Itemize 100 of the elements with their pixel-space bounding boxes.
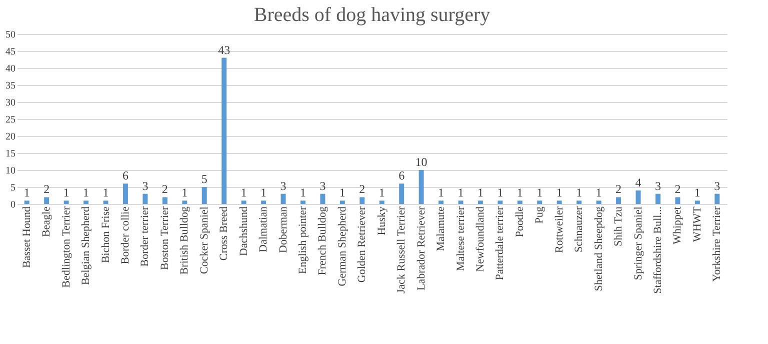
x-tick-label: Border collie (119, 206, 132, 264)
x-tick-label: Shih Tzu (612, 206, 625, 246)
bar (84, 200, 89, 204)
data-label: 1 (694, 186, 700, 200)
y-tick-label: 30 (6, 98, 16, 108)
data-label: 1 (24, 186, 30, 200)
x-tick-label: German Shepherd (336, 206, 348, 286)
data-label: 3 (142, 178, 148, 193)
bar (300, 200, 306, 204)
data-label: 6 (398, 168, 405, 183)
bar (24, 200, 30, 204)
data-label: 1 (516, 186, 523, 200)
bar (162, 197, 168, 204)
bar (340, 200, 345, 204)
data-label: 1 (596, 186, 602, 200)
y-tick-label: 0 (10, 200, 16, 210)
x-tick-label: Schnauzer (573, 206, 586, 252)
data-label: 2 (616, 182, 622, 196)
x-tick-label: British Bulldog (178, 206, 191, 275)
data-label: 1 (477, 186, 484, 200)
x-tick-label: French Bulldog (316, 206, 329, 276)
x-tick-label: Doberman (277, 206, 290, 253)
y-tick-label: 50 (6, 30, 16, 40)
x-tick-label: Whippet (672, 206, 684, 244)
x-tick-label: Boston Terrier (158, 206, 171, 270)
x-tick-label: Pug (534, 206, 546, 224)
bar (596, 200, 602, 204)
bar (44, 197, 50, 204)
x-tick-label: English pointer (296, 206, 309, 274)
x-tick-label: Cocker Spaniel (198, 206, 210, 274)
bar (498, 200, 503, 204)
y-tick-label: 10 (6, 166, 16, 176)
x-tick-label: Border terrier (139, 206, 152, 267)
bar (458, 200, 464, 204)
x-tick-label: Malamute (435, 206, 448, 252)
x-tick-label: Springer Spaniel (632, 206, 644, 280)
data-label: 3 (280, 178, 286, 193)
bar (182, 200, 188, 204)
x-tick-label: Shetland Sheepdog (592, 206, 605, 292)
x-tick-label: Husky (376, 206, 388, 236)
y-tick-label: 40 (6, 64, 16, 74)
bar (202, 187, 207, 204)
data-label: 10 (415, 155, 428, 169)
bar (103, 200, 108, 204)
x-tick-label: Labrador Retriever (415, 206, 428, 290)
bar (675, 197, 680, 204)
data-label: 1 (83, 186, 90, 200)
data-label: 3 (654, 178, 661, 193)
bar (694, 200, 700, 204)
data-label: 1 (458, 186, 464, 200)
data-label: 1 (339, 186, 346, 200)
data-label: 1 (182, 186, 188, 200)
x-tick-label: Cross Breed (218, 206, 230, 261)
x-tick-label: Bedlington Terrier (60, 206, 72, 288)
data-label: 2 (359, 182, 366, 196)
data-label: 1 (240, 186, 247, 200)
data-label: 2 (44, 182, 50, 196)
data-label: 2 (162, 182, 168, 196)
data-label: 6 (122, 168, 128, 183)
chart-title: Breeds of dog having surgery (254, 4, 490, 26)
x-tick-label: Rottweiler (553, 206, 566, 253)
bar (241, 200, 246, 204)
x-tick-label: Patterdale terrier (494, 206, 506, 280)
data-label: 3 (714, 178, 720, 193)
bar (280, 194, 286, 204)
x-tick-label: Basset Hound (20, 206, 33, 268)
data-label: 3 (320, 178, 326, 193)
bar (636, 190, 641, 204)
x-tick-label: Golden Retriever (356, 206, 368, 283)
data-label: 1 (556, 186, 562, 200)
x-tick-label: Staffordshire Bull... (652, 206, 664, 294)
x-tick-label: Dalmatian (258, 206, 270, 252)
data-label: 1 (576, 186, 582, 200)
data-label: 2 (674, 182, 681, 196)
bar (261, 200, 266, 204)
bar (64, 200, 69, 204)
x-tick-label: Jack Russell Terrier (396, 206, 408, 294)
data-label: 1 (378, 186, 385, 200)
bar (320, 194, 326, 204)
bar (142, 194, 148, 204)
x-tick-label: Yorkshire Terrier (711, 206, 724, 282)
y-tick-label: 15 (6, 148, 16, 160)
bar (576, 200, 582, 204)
data-label: 1 (300, 186, 306, 200)
bar (537, 200, 542, 204)
y-tick-label: 5 (10, 182, 16, 194)
bar (714, 194, 720, 204)
x-tick-label: Belgian Shepherd (80, 206, 92, 286)
y-tick-label: 35 (6, 80, 16, 92)
x-tick-label: Newfoundland (474, 206, 486, 272)
data-label: 5 (201, 172, 208, 186)
bar (556, 200, 562, 204)
bar (360, 197, 365, 204)
data-label: 1 (63, 186, 70, 200)
y-tick-label: 20 (6, 132, 16, 142)
bar (655, 194, 660, 204)
data-label: 1 (497, 186, 504, 200)
bar (222, 58, 227, 204)
bar (399, 184, 404, 204)
data-label: 1 (536, 186, 543, 200)
